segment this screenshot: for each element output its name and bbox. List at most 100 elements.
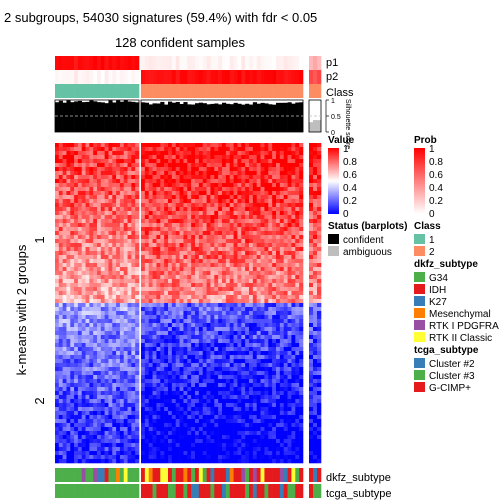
heatmap-cell: [148, 271, 153, 276]
heatmap-cell: [202, 315, 207, 320]
heatmap-cell: [198, 379, 204, 384]
heatmap-cell: [214, 283, 219, 288]
heatmap-cell: [74, 207, 79, 212]
heatmap-cell: [70, 447, 75, 452]
heatmap-cell: [237, 411, 242, 416]
heatmap-cell: [58, 275, 63, 280]
heatmap-cell: [156, 279, 161, 284]
heatmap-cell: [229, 163, 234, 168]
heatmap-cell: [89, 231, 94, 236]
heatmap-cell: [160, 435, 165, 440]
heatmap-cell: [233, 271, 238, 276]
heatmap-cell: [100, 171, 105, 176]
heatmap-cell: [175, 191, 180, 196]
heatmap-cell: [171, 191, 177, 196]
heatmap-cell: [225, 415, 231, 420]
heatmap-cell: [135, 319, 140, 324]
heatmap-cell: [256, 251, 261, 256]
heatmap-cell: [191, 367, 196, 372]
heatmap-cell: [249, 179, 254, 184]
heatmap-cell: [168, 355, 173, 360]
heatmap-cell: [148, 455, 153, 460]
heatmap-cell: [62, 339, 67, 344]
heatmap-cell: [218, 419, 223, 424]
heatmap-cell: [264, 331, 269, 336]
heatmap-cell: [179, 239, 184, 244]
heatmap-cell: [245, 167, 250, 172]
heatmap-cell: [241, 399, 246, 404]
annotation-p2-cell: [252, 70, 258, 84]
heatmap-cell: [175, 275, 180, 280]
heatmap-cell: [89, 423, 94, 428]
heatmap-cell: [144, 223, 150, 228]
heatmap-cell: [135, 327, 140, 332]
heatmap-cell: [202, 303, 207, 308]
heatmap-cell: [104, 439, 109, 444]
heatmap-cell: [81, 251, 86, 256]
heatmap-cell: [127, 291, 132, 296]
heatmap-cell: [97, 275, 102, 280]
heatmap-cell: [252, 335, 258, 340]
heatmap-cell: [249, 215, 254, 220]
heatmap-cell: [268, 179, 273, 184]
heatmap-cell: [241, 287, 246, 292]
heatmap-cell: [100, 143, 105, 148]
heatmap-cell: [135, 339, 140, 344]
heatmap-cell: [191, 427, 196, 432]
heatmap-cell: [116, 219, 121, 224]
heatmap-cell: [237, 387, 242, 392]
heatmap-cell: [93, 191, 98, 196]
heatmap-cell: [252, 327, 258, 332]
heatmap-cell: [97, 215, 102, 220]
heatmap-cell: [268, 255, 273, 260]
heatmap-cell: [229, 211, 234, 216]
heatmap-cell: [55, 243, 60, 248]
heatmap-cell: [81, 199, 86, 204]
heatmap-cell: [70, 331, 75, 336]
heatmap-cell: [168, 451, 173, 456]
heatmap-cell: [206, 431, 211, 436]
heatmap-cell: [108, 171, 113, 176]
heatmap-cell: [237, 359, 242, 364]
heatmap-cell: [241, 391, 246, 396]
heatmap-cell: [104, 219, 109, 224]
heatmap-cell: [183, 243, 188, 248]
heatmap-cell: [214, 179, 219, 184]
heatmap-cell: [210, 203, 215, 208]
heatmap-cell: [119, 375, 125, 380]
heatmap-cell: [160, 199, 165, 204]
heatmap-cell: [81, 355, 86, 360]
heatmap-cell: [135, 323, 140, 328]
heatmap-cell: [100, 211, 105, 216]
heatmap-cell: [237, 143, 242, 148]
heatmap-cell: [264, 207, 269, 212]
heatmap-cell: [58, 159, 63, 164]
heatmap-cell: [58, 411, 63, 416]
heatmap-cell: [62, 167, 67, 172]
heatmap-cell: [85, 299, 90, 304]
heatmap-cell: [55, 275, 60, 280]
heatmap-cell: [77, 175, 83, 180]
heatmap-cell: [264, 415, 269, 420]
heatmap-cell: [264, 267, 269, 272]
heatmap-cell: [237, 339, 242, 344]
heatmap-cell: [160, 383, 165, 388]
heatmap-cell: [214, 363, 219, 368]
heatmap-cell: [89, 315, 94, 320]
heatmap-cell: [272, 195, 277, 200]
heatmap-cell: [198, 331, 204, 336]
heatmap-cell: [112, 459, 117, 464]
heatmap-cell: [93, 159, 98, 164]
heatmap-cell: [93, 295, 98, 300]
heatmap-cell: [191, 347, 196, 352]
heatmap-cell: [168, 419, 173, 424]
heatmap-cell: [272, 163, 277, 168]
heatmap-cell: [85, 343, 90, 348]
heatmap-cell: [249, 399, 254, 404]
heatmap-cell: [81, 151, 86, 156]
heatmap-cell: [245, 267, 250, 272]
heatmap-cell: [272, 211, 277, 216]
heatmap-cell: [171, 227, 177, 232]
heatmap-cell: [55, 387, 60, 392]
heatmap-cell: [97, 427, 102, 432]
